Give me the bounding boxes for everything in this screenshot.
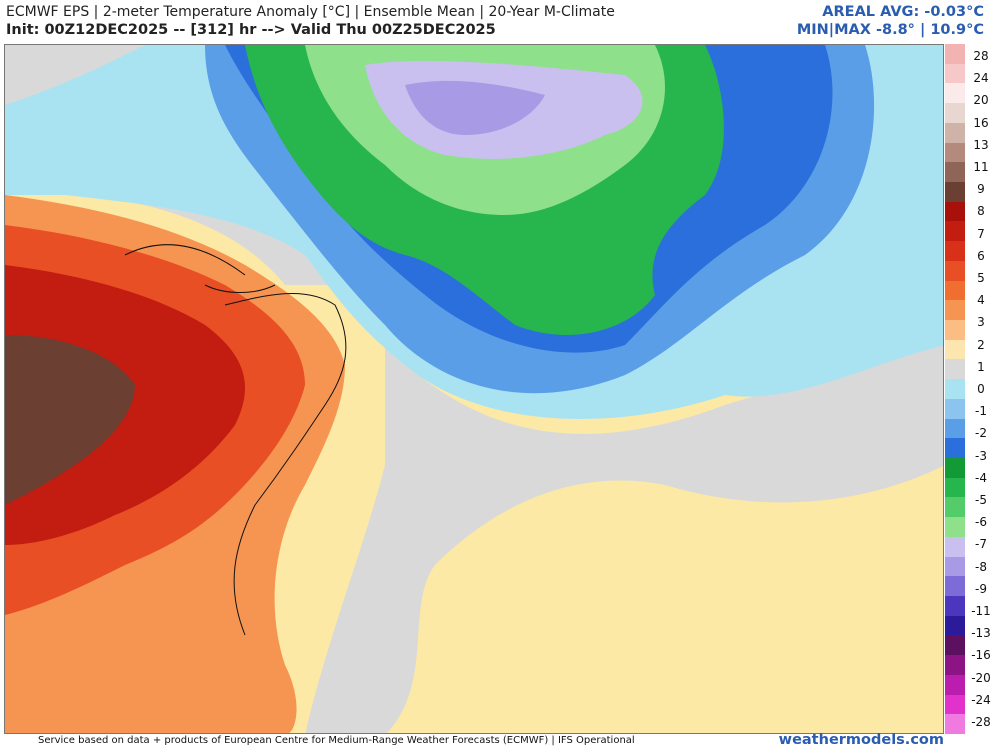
init-valid-line: Init: 00Z12DEC2025 -- [312] hr --> Valid… xyxy=(6,22,496,38)
colorbar-cell xyxy=(945,714,965,735)
colorbar-cell xyxy=(945,201,965,222)
colorbar-label: -2 xyxy=(975,426,987,441)
colorbar-label: 4 xyxy=(977,293,985,308)
colorbar-cell xyxy=(945,655,965,676)
colorbar-cell xyxy=(945,221,965,242)
colorbar-cell xyxy=(945,162,965,183)
colorbar xyxy=(945,44,965,735)
colorbar-cell xyxy=(945,477,965,498)
colorbar-label: -8 xyxy=(975,559,987,574)
colorbar-label: 7 xyxy=(977,226,985,241)
colorbar-label: -1 xyxy=(975,404,987,419)
colorbar-cell xyxy=(945,438,965,459)
map-svg xyxy=(5,45,943,733)
colorbar-label: 11 xyxy=(973,160,989,174)
colorbar-cell xyxy=(945,320,965,341)
warm-anomaly-max xyxy=(5,335,135,505)
colorbar-cell xyxy=(945,280,965,301)
colorbar-cell xyxy=(945,497,965,518)
colorbar-cell xyxy=(945,63,965,84)
colorbar-cell xyxy=(945,359,965,380)
colorbar-cell xyxy=(945,122,965,144)
colorbar-label: 24 xyxy=(973,71,989,86)
colorbar-label: 20 xyxy=(973,93,989,108)
colorbar-cell xyxy=(945,103,965,124)
colorbar-cell xyxy=(945,596,965,617)
colorbar-cell xyxy=(945,142,965,163)
colorbar-cell xyxy=(945,182,965,203)
colorbar-label: -13 xyxy=(971,626,991,641)
footer-credit: Service based on data + products of Euro… xyxy=(38,735,635,746)
temperature-anomaly-map xyxy=(4,44,944,734)
colorbar-label: -4 xyxy=(975,470,987,485)
areal-average: AREAL AVG: -0.03°C xyxy=(822,4,984,20)
colorbar-cell xyxy=(945,536,965,558)
colorbar-label: -6 xyxy=(975,515,987,530)
brand-link[interactable]: weathermodels.com xyxy=(778,732,944,748)
colorbar-label: -28 xyxy=(971,715,991,729)
colorbar-label: -24 xyxy=(971,692,991,707)
colorbar-label: 13 xyxy=(973,137,989,152)
colorbar-label: 1 xyxy=(977,359,985,374)
colorbar-label: -11 xyxy=(971,604,991,618)
colorbar-cell xyxy=(945,418,965,439)
colorbar-cell xyxy=(945,458,965,479)
colorbar-cell xyxy=(945,556,965,577)
colorbar-cell xyxy=(945,615,965,636)
great-lakes-outline xyxy=(124,244,276,293)
colorbar-cell xyxy=(945,260,965,282)
colorbar-label: 0 xyxy=(977,382,985,396)
colorbar-cell xyxy=(945,517,965,538)
colorbar-cell xyxy=(945,635,965,656)
near-normal-zone xyxy=(305,325,943,733)
colorbar-cell xyxy=(945,379,965,400)
colorbar-cell xyxy=(945,694,965,715)
colorbar-label: 9 xyxy=(977,182,985,197)
title-line: ECMWF EPS | 2-meter Temperature Anomaly … xyxy=(6,4,615,20)
colorbar-label: -7 xyxy=(975,537,987,552)
header: ECMWF EPS | 2-meter Temperature Anomaly … xyxy=(0,0,1000,44)
colorbar-label: 8 xyxy=(977,204,985,219)
colorbar-label: 2 xyxy=(977,337,985,352)
colorbar-cell xyxy=(945,241,965,262)
colorbar-label: 3 xyxy=(977,315,985,330)
colorbar-cell xyxy=(945,300,965,321)
min-max: MIN|MAX -8.8° | 10.9°C xyxy=(796,22,984,38)
colorbar-cell xyxy=(945,398,965,420)
colorbar-label: 28 xyxy=(973,49,989,63)
colorbar-cell xyxy=(945,576,965,597)
colorbar-label: -20 xyxy=(971,670,991,685)
colorbar-label: 16 xyxy=(973,115,989,130)
colorbar-label: -5 xyxy=(975,493,987,507)
east-coast-outline xyxy=(224,293,347,636)
colorbar-cell xyxy=(945,83,965,104)
colorbar-cell xyxy=(945,674,965,696)
colorbar-label: -9 xyxy=(975,581,987,596)
colorbar-cell xyxy=(945,339,965,360)
colorbar-label: 5 xyxy=(977,271,985,285)
colorbar-label: -16 xyxy=(971,648,991,663)
colorbar-label: -3 xyxy=(975,448,987,463)
colorbar-cell xyxy=(945,44,965,65)
colorbar-label: 6 xyxy=(977,248,985,263)
coldest-anomaly-core xyxy=(405,80,545,135)
